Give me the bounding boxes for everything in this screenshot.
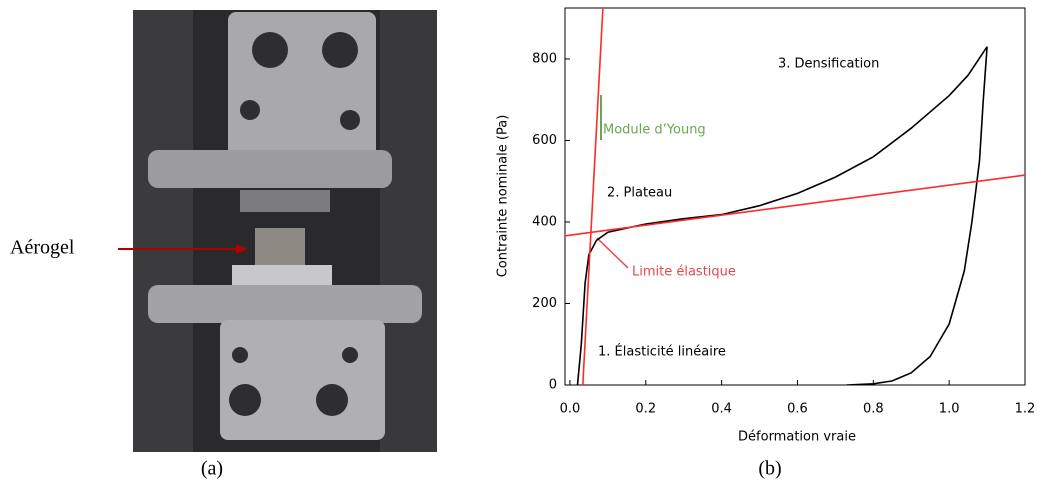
annotation: Module d’Young [603,123,706,138]
curve [576,46,988,385]
annotation: 1. Élasticité linéaire [598,344,726,360]
curve [582,8,604,385]
y-tick-label: 200 [532,296,557,311]
photo [133,10,437,452]
x-tick-label: 0.0 [560,402,581,417]
annotation: 2. Plateau [607,186,672,201]
y-tick-label: 600 [532,133,557,148]
y-axis-label: Contrainte nominale (Pa) [496,115,511,278]
annotation: 3. Densification [778,57,879,72]
plot-frame [564,7,1026,386]
curve [846,46,988,385]
x-tick-label: 0.8 [863,402,884,417]
curve [565,174,1025,237]
y-tick-label: 0 [549,378,557,393]
x-tick-label: 0.2 [635,402,656,417]
x-tick-label: 0.6 [787,402,808,417]
annotation: Limite élastique [632,265,736,280]
y-tick-label: 800 [532,51,557,66]
x-axis-label: Déformation vraie [738,430,856,445]
x-tick-label: 0.4 [711,402,732,417]
pointer-arrow [236,244,248,254]
caption: (a) [201,458,223,480]
x-tick-label: 1.2 [1015,402,1036,417]
caption: (b) [758,458,781,480]
y-tick-label: 400 [532,214,557,229]
photo-label: Aérogel [10,237,75,259]
x-tick-label: 1.0 [939,402,960,417]
annotation-leader [596,237,629,269]
